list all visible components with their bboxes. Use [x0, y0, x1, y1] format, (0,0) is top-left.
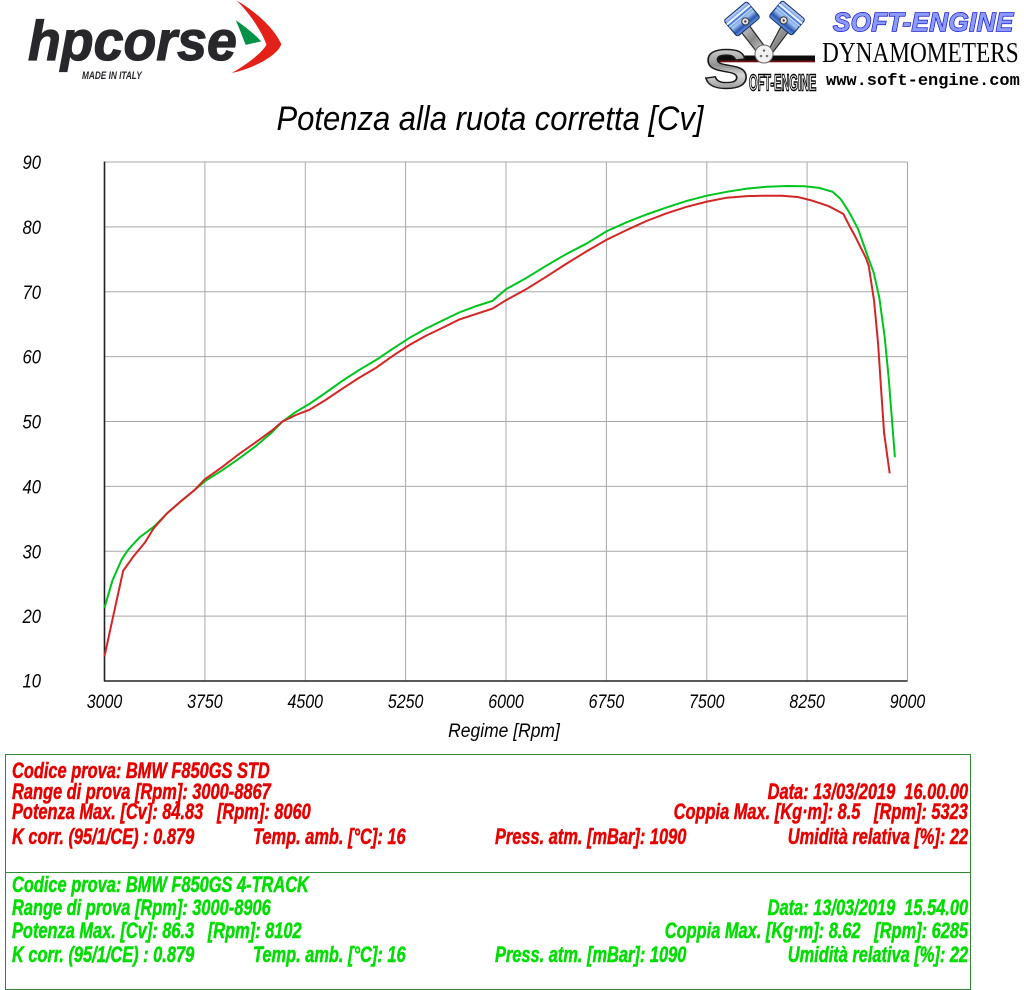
svg-text:OFT-ENGINE: OFT-ENGINE	[749, 70, 816, 95]
svg-text:70: 70	[23, 283, 42, 304]
svg-text:5250: 5250	[388, 692, 424, 713]
svg-text:3000: 3000	[87, 692, 123, 713]
svg-text:6000: 6000	[488, 692, 524, 713]
svg-text:7500: 7500	[689, 692, 725, 713]
svg-text:60: 60	[23, 348, 42, 369]
svg-text:Regime [Rpm]: Regime [Rpm]	[448, 721, 560, 742]
svg-text:30: 30	[23, 542, 42, 563]
svg-text:90: 90	[23, 153, 42, 174]
svg-text:9000: 9000	[890, 692, 926, 713]
svg-text:20: 20	[22, 607, 42, 628]
svg-text:80: 80	[23, 218, 42, 239]
svg-text:3750: 3750	[187, 692, 223, 713]
svg-text:10: 10	[23, 672, 42, 693]
svg-text:50: 50	[23, 413, 42, 434]
svg-text:40: 40	[23, 477, 42, 498]
svg-text:SOFT-ENGINE: SOFT-ENGINE	[833, 7, 1014, 37]
svg-text:6750: 6750	[589, 692, 625, 713]
svg-text:S: S	[704, 38, 749, 100]
svg-text:4500: 4500	[288, 692, 324, 713]
svg-text:8250: 8250	[789, 692, 825, 713]
